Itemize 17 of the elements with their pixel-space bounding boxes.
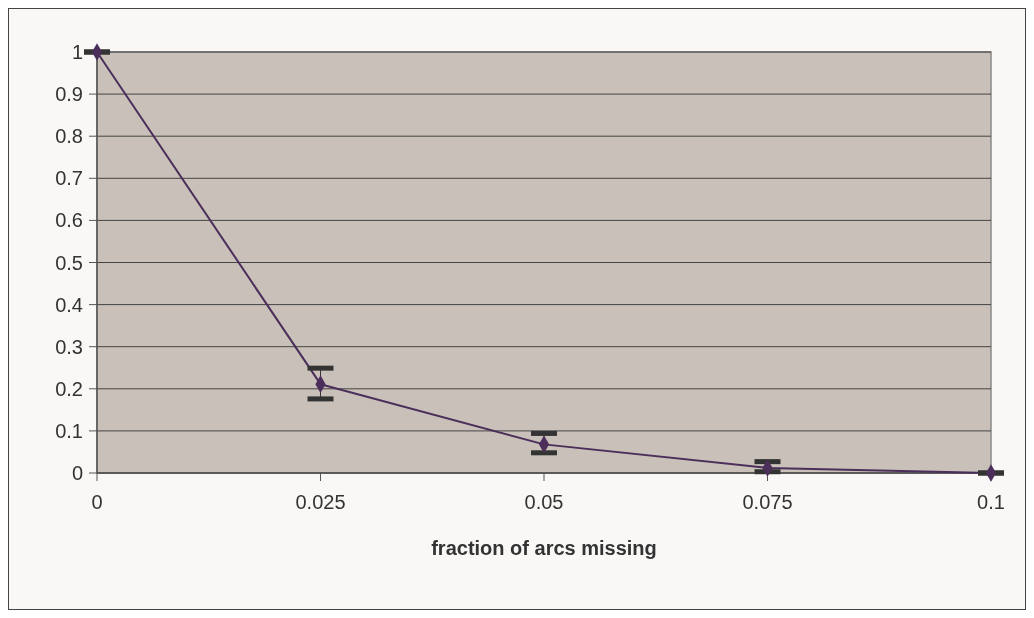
y-tick-label: 0	[71, 462, 83, 484]
y-tick-label: 0.3	[55, 335, 83, 358]
x-tick-label: 0.075	[742, 491, 793, 513]
y-tick-label: 0.6	[55, 209, 83, 232]
y-tick-label: 0.1	[55, 419, 83, 442]
y-tick-label: 1	[71, 41, 83, 63]
y-tick-label: 0.5	[55, 251, 83, 274]
x-tick-label: 0.1	[977, 491, 1005, 513]
y-tick-label: 0.8	[55, 125, 83, 148]
y-tick-label: 0.9	[55, 83, 83, 106]
x-axis-title: fraction of arcs missing	[431, 537, 657, 559]
y-tick-label: 0.4	[55, 293, 83, 316]
y-tick-label: 0.7	[55, 167, 83, 190]
x-tick-label: 0.05	[524, 491, 564, 513]
y-tick-label: 0.2	[55, 377, 83, 400]
x-tick-label: 0.025	[295, 491, 346, 513]
x-tick-label: 0	[91, 491, 103, 513]
